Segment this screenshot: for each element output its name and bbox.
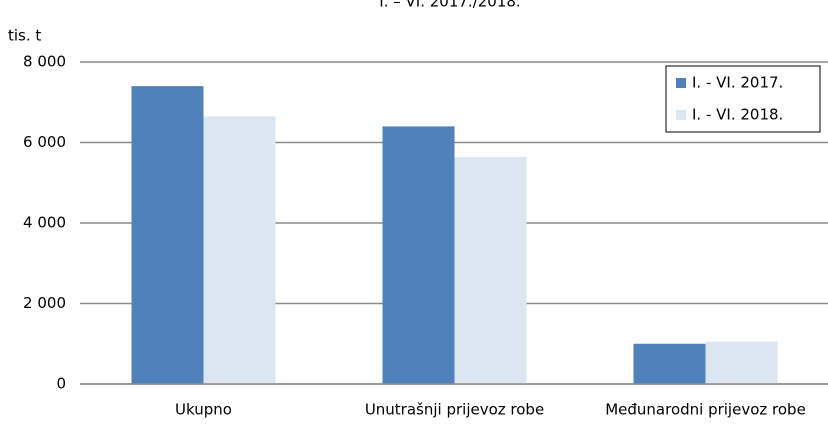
bar bbox=[382, 126, 455, 385]
legend-box bbox=[665, 65, 821, 133]
bar bbox=[633, 343, 706, 384]
bar bbox=[454, 156, 527, 384]
legend-label: I. - VI. 2018. bbox=[692, 106, 783, 124]
chart-title: I. – VI. 2017./2018. bbox=[379, 0, 520, 11]
legend-swatch bbox=[676, 78, 686, 88]
bar bbox=[203, 116, 276, 385]
x-tick-label: Unutrašnji prijevoz robe bbox=[365, 401, 544, 419]
legend-swatch bbox=[676, 110, 686, 120]
bar bbox=[131, 86, 204, 385]
y-tick-label: 2 000 bbox=[23, 294, 66, 312]
y-tick-label: 8 000 bbox=[23, 53, 66, 71]
y-tick-label: 6 000 bbox=[23, 133, 66, 151]
x-tick-label: Ukupno bbox=[175, 401, 232, 419]
legend-label: I. - VI. 2017. bbox=[692, 74, 783, 92]
y-axis-label: tis. t bbox=[8, 27, 41, 45]
y-tick-label: 4 000 bbox=[23, 214, 66, 232]
bar bbox=[705, 341, 778, 384]
x-tick-label: Međunarodni prijevoz robe bbox=[605, 401, 806, 419]
y-tick-label: 0 bbox=[56, 375, 66, 393]
